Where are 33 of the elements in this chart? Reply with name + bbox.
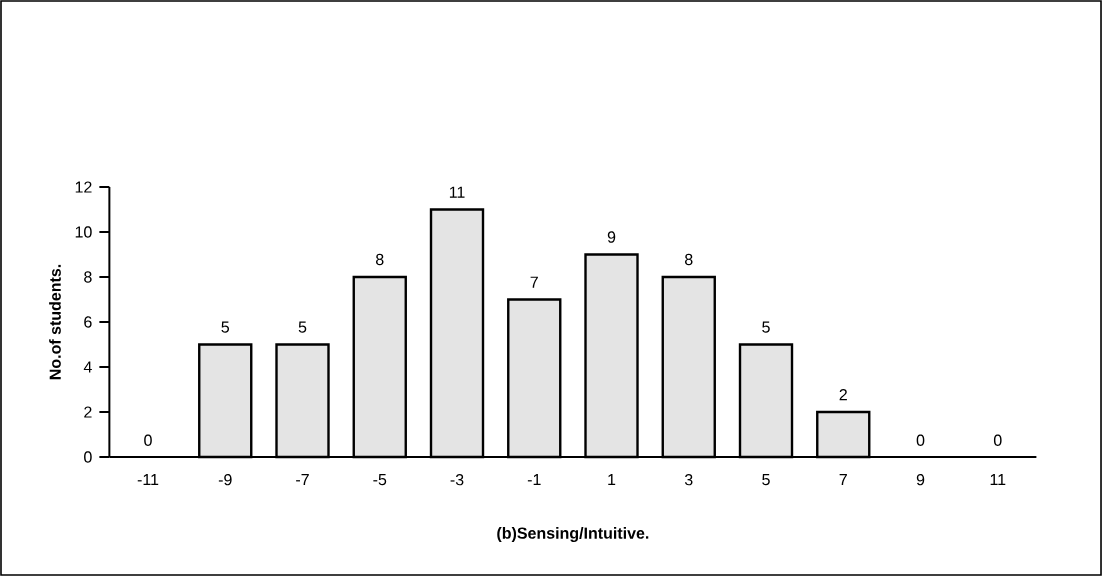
data-label: 5 xyxy=(762,321,770,333)
data-label: 11 xyxy=(449,186,465,198)
y-tick-label: 8 xyxy=(84,271,92,283)
data-label: 5 xyxy=(298,321,307,333)
data-label: 0 xyxy=(993,434,1002,446)
x-tick-label: 9 xyxy=(916,474,925,486)
x-tick-label: -7 xyxy=(296,474,309,486)
x-tick-label: -11 xyxy=(137,474,159,486)
x-tick-label: -3 xyxy=(450,474,464,486)
x-tick-label: 11 xyxy=(990,474,1006,486)
x-tick-label: 5 xyxy=(762,474,770,486)
y-axis-title: No.of students. xyxy=(49,264,61,380)
y-tick-label: 10 xyxy=(75,226,92,238)
x-axis-title: (b)Sensing/Intuitive. xyxy=(497,527,649,543)
x-tick-label: -5 xyxy=(373,474,387,486)
x-tick-label: 1 xyxy=(608,474,616,486)
x-tick-label: 7 xyxy=(839,474,847,486)
data-label: 0 xyxy=(916,434,925,446)
x-tick-label: -1 xyxy=(527,474,541,486)
y-tick-label: 6 xyxy=(84,316,92,328)
y-tick-label: 0 xyxy=(84,451,92,463)
x-tick-label: 3 xyxy=(684,474,693,486)
data-label: 9 xyxy=(607,231,616,243)
data-label: 2 xyxy=(839,388,847,401)
data-label: 8 xyxy=(685,253,693,266)
y-tick-label: 4 xyxy=(83,361,92,373)
data-label: 0 xyxy=(144,434,152,446)
data-label: 7 xyxy=(530,276,538,288)
data-label: 8 xyxy=(375,253,384,266)
y-tick-label: 12 xyxy=(75,181,92,193)
y-tick-label: 2 xyxy=(84,406,92,418)
data-label: 5 xyxy=(221,321,230,333)
x-tick-label: -9 xyxy=(218,474,232,486)
